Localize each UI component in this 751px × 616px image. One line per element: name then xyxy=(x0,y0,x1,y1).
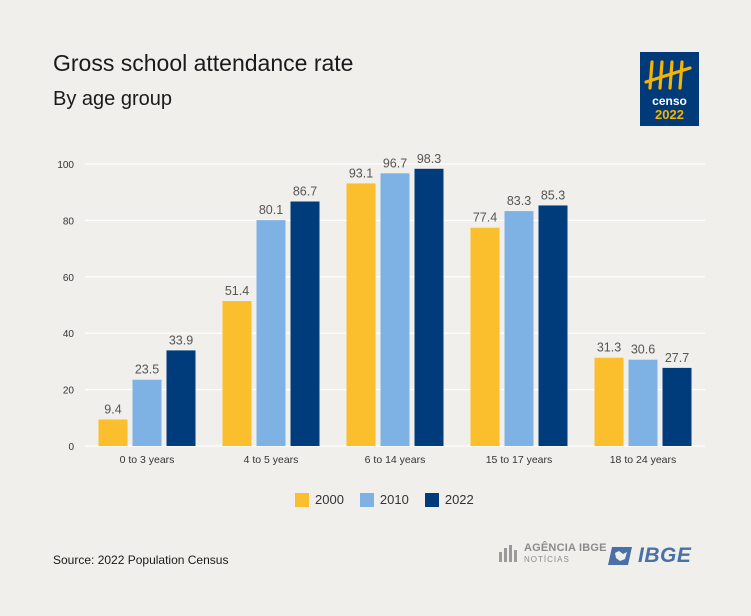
censo-2022-logo: censo 2022 xyxy=(640,52,699,126)
legend-swatch-2022 xyxy=(424,492,439,507)
data-label-2022-4: 85.3 xyxy=(541,188,565,202)
censo-year: 2022 xyxy=(655,107,684,122)
agencia-ibge-logo: AGÊNCIA IBGE NOTÍCIAS xyxy=(498,543,607,564)
bar-2000-3 xyxy=(346,183,376,446)
ibge-wordmark: IBGE xyxy=(638,544,692,567)
legend-label-2000: 2000 xyxy=(315,492,344,507)
bar-2010-3 xyxy=(380,173,410,446)
data-label-2000-2: 51.4 xyxy=(225,284,249,298)
legend-item-2010: 2010 xyxy=(359,492,409,507)
data-label-2022-1: 33.9 xyxy=(169,333,193,347)
y-tick-label-60: 60 xyxy=(63,273,75,284)
data-label-2010-4: 83.3 xyxy=(507,194,531,208)
bar-2022-1 xyxy=(166,350,196,446)
bar-2010-4 xyxy=(504,211,534,446)
y-tick-label-40: 40 xyxy=(63,329,75,340)
chart-subtitle: By age group xyxy=(53,88,172,110)
data-label-2022-2: 86.7 xyxy=(293,185,317,199)
bar-2022-2 xyxy=(290,201,320,446)
data-label-2010-1: 23.5 xyxy=(135,363,159,377)
bar-2000-1 xyxy=(98,419,128,446)
bar-2000-5 xyxy=(594,357,624,446)
bar-2000-2 xyxy=(222,301,252,446)
legend-label-2010: 2010 xyxy=(379,492,409,507)
data-label-2000-1: 9.4 xyxy=(104,402,121,416)
ibge-logo: IBGE xyxy=(606,544,691,568)
censo-word: censo xyxy=(652,94,687,108)
legend-item-2022: 2022 xyxy=(424,492,474,507)
y-tick-label-100: 100 xyxy=(57,160,74,171)
x-tick-label-2: 4 to 5 years xyxy=(244,454,299,466)
bar-2022-5 xyxy=(662,367,692,446)
legend-label-2022: 2022 xyxy=(444,492,474,507)
data-label-2022-3: 98.3 xyxy=(417,152,441,166)
legend-swatch-2010 xyxy=(359,492,374,507)
x-tick-label-1: 0 to 3 years xyxy=(120,454,175,466)
legend-swatch-2000 xyxy=(295,492,309,507)
chart-title: Gross school attendance rate xyxy=(53,50,354,76)
y-tick-label-20: 20 xyxy=(63,386,75,397)
data-label-2010-3: 96.7 xyxy=(383,156,407,170)
axes: 0 20 40 60 80 100 0 to 3 years 4 to 5 years 6 to… xyxy=(57,160,676,466)
bar-2010-5 xyxy=(628,359,658,446)
data-label-2010-2: 80.1 xyxy=(259,203,283,217)
legend: 2000 2010 2022 xyxy=(295,492,474,507)
source-note: Source: 2022 Population Census xyxy=(53,553,229,567)
x-tick-label-5: 18 to 24 years xyxy=(610,454,677,466)
data-label-2010-5: 30.6 xyxy=(631,343,655,357)
bars xyxy=(98,168,692,446)
agencia-mark-icon xyxy=(499,544,517,562)
bar-2010-2 xyxy=(256,220,286,446)
data-labels: 9.4 23.5 33.9 51.4 80.1 86.7 93.1 96.7 98.3 77.4 8… xyxy=(104,152,689,417)
bar-2000-4 xyxy=(470,227,500,446)
x-tick-label-3: 6 to 14 years xyxy=(365,454,426,466)
bar-2010-1 xyxy=(132,379,162,446)
data-label-2000-3: 93.1 xyxy=(349,166,373,180)
data-label-2000-5: 31.3 xyxy=(597,341,621,355)
y-tick-label-0: 0 xyxy=(68,442,74,453)
legend-item-2000: 2000 xyxy=(295,492,344,507)
bar-2022-4 xyxy=(538,205,568,446)
bar-2022-3 xyxy=(414,168,444,446)
agencia-noticias: NOTÍCIAS xyxy=(524,555,570,564)
ibge-mark-icon xyxy=(608,547,632,565)
y-tick-label-80: 80 xyxy=(63,216,75,227)
data-label-2022-5: 27.7 xyxy=(665,351,689,365)
agencia-name: AGÊNCIA IBGE xyxy=(524,542,607,554)
x-tick-label-4: 15 to 17 years xyxy=(486,454,553,466)
data-label-2000-4: 77.4 xyxy=(473,211,497,225)
